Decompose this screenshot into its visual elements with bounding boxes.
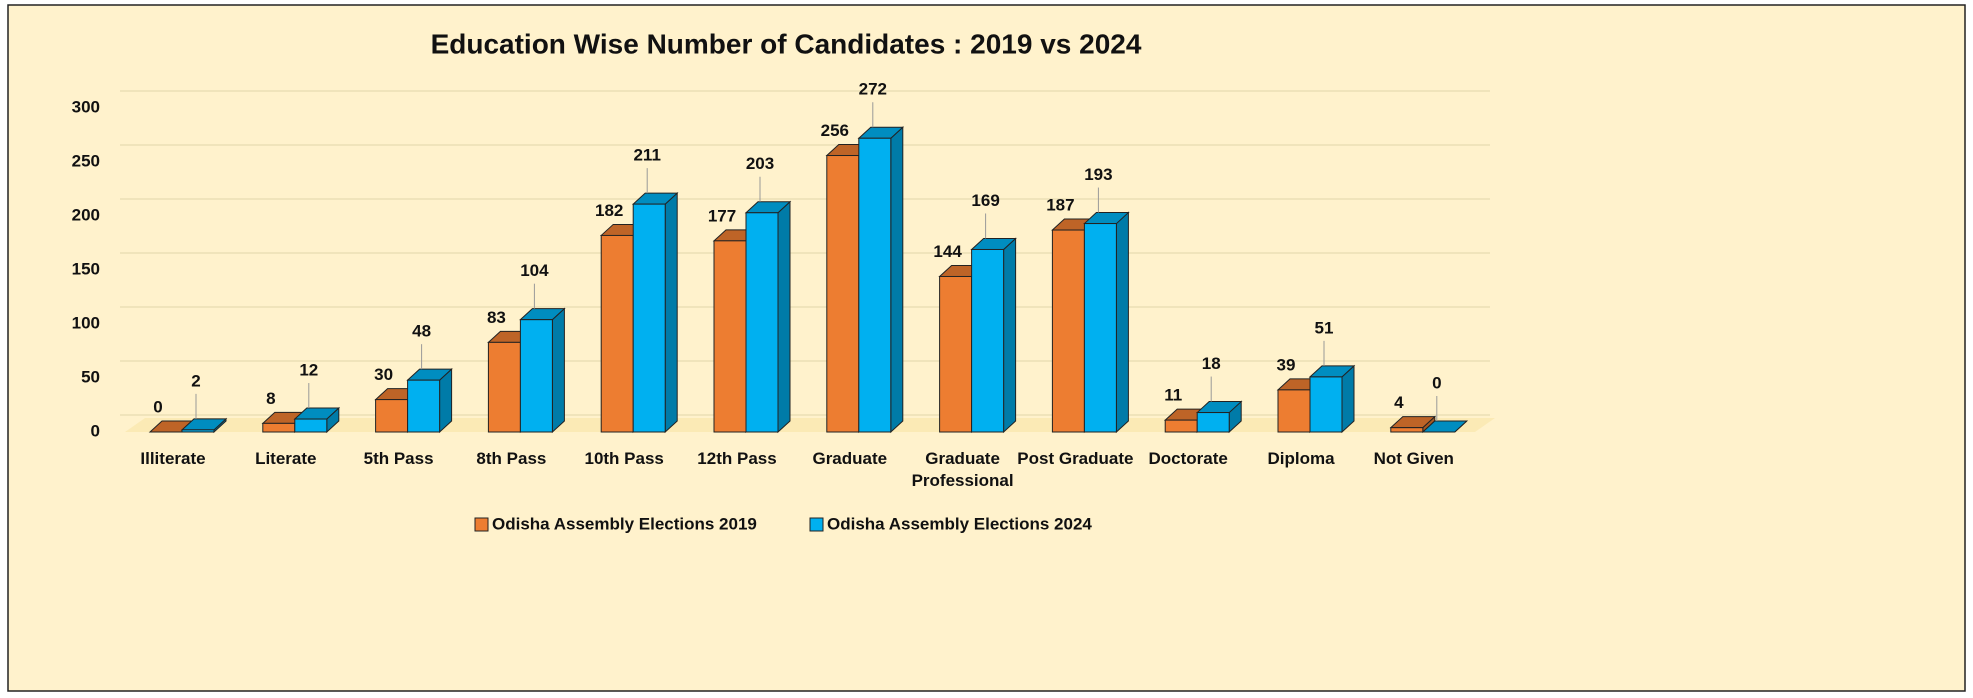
- value-label: 256: [821, 121, 849, 140]
- value-label: 272: [859, 80, 887, 99]
- value-label: 2: [191, 371, 200, 390]
- y-tick-label: 200: [72, 205, 100, 224]
- bar: [939, 275, 973, 433]
- value-label: 51: [1315, 318, 1334, 337]
- x-tick-label: Doctorate: [1148, 449, 1228, 468]
- y-tick-label: 0: [91, 421, 100, 440]
- y-tick-label: 300: [72, 97, 100, 116]
- x-tick-label: Post Graduate: [1017, 449, 1134, 468]
- bar-top: [1421, 420, 1469, 433]
- value-label: 211: [633, 146, 660, 165]
- bar: [600, 234, 634, 433]
- legend-swatch: [809, 517, 824, 532]
- value-label: 0: [153, 397, 162, 416]
- value-label: 104: [520, 261, 549, 280]
- value-label: 182: [595, 201, 623, 220]
- bar: [971, 248, 1005, 433]
- value-label: 187: [1046, 196, 1074, 215]
- value-label: 12: [299, 361, 318, 380]
- y-tick-label: 100: [72, 313, 100, 332]
- value-label: 144: [933, 242, 962, 261]
- legend-label: Odisha Assembly Elections 2024: [827, 514, 1092, 533]
- y-tick-label: 50: [81, 367, 100, 386]
- bar: [181, 429, 215, 433]
- x-tick-label: Literate: [255, 449, 317, 468]
- x-tick-label: Not Given: [1373, 449, 1454, 468]
- bar: [826, 155, 860, 433]
- bar: [1083, 223, 1117, 433]
- value-label: 169: [971, 191, 999, 210]
- x-tick-label: Illiterate: [140, 449, 206, 468]
- x-tick-label: Graduate Professional: [911, 449, 1014, 490]
- x-tick-label: 12th Pass: [697, 449, 777, 468]
- value-label: 11: [1164, 386, 1182, 405]
- chart-title: Education Wise Number of Candidates : 20…: [431, 28, 1142, 59]
- y-tick-label: 150: [72, 259, 100, 278]
- bar: [1390, 427, 1424, 433]
- bar-side: [1003, 237, 1017, 434]
- bar: [745, 212, 779, 433]
- bar: [487, 341, 521, 433]
- bar: [858, 137, 892, 433]
- bar: [407, 379, 441, 433]
- value-label: 4: [1394, 393, 1404, 412]
- value-label: 39: [1277, 355, 1296, 374]
- value-label: 8: [266, 389, 275, 408]
- bar: [519, 319, 553, 433]
- value-label: 18: [1202, 354, 1221, 373]
- x-tick-label: Diploma: [1267, 449, 1335, 468]
- bar-side: [777, 200, 791, 434]
- bar: [1277, 389, 1311, 433]
- bar: [1309, 376, 1343, 433]
- bar: [294, 418, 328, 433]
- legend-label: Odisha Assembly Elections 2019: [492, 514, 757, 533]
- y-tick-label: 250: [72, 151, 100, 170]
- bar: [262, 422, 296, 433]
- legend-swatch: [474, 517, 489, 532]
- bar: [1051, 229, 1085, 433]
- floor: [125, 418, 1495, 432]
- x-tick-label: Graduate: [812, 449, 888, 468]
- value-label: 30: [374, 365, 393, 384]
- bar: [375, 399, 409, 433]
- value-label: 83: [487, 308, 506, 327]
- x-tick-label: 5th Pass: [363, 449, 434, 468]
- x-tick-label: 8th Pass: [476, 449, 547, 468]
- bar: [713, 240, 747, 433]
- value-label: 193: [1084, 165, 1112, 184]
- bar-side: [1115, 211, 1129, 434]
- bar: [632, 203, 666, 433]
- bar: [1164, 419, 1198, 433]
- value-label: 177: [708, 206, 736, 225]
- x-tick-label: 10th Pass: [584, 449, 664, 468]
- bar-side: [664, 191, 678, 434]
- bar-side: [551, 307, 565, 434]
- value-label: 0: [1432, 373, 1441, 392]
- bar-side: [890, 126, 904, 434]
- bar: [1196, 412, 1230, 433]
- value-label: 203: [746, 154, 774, 173]
- value-label: 48: [412, 322, 431, 341]
